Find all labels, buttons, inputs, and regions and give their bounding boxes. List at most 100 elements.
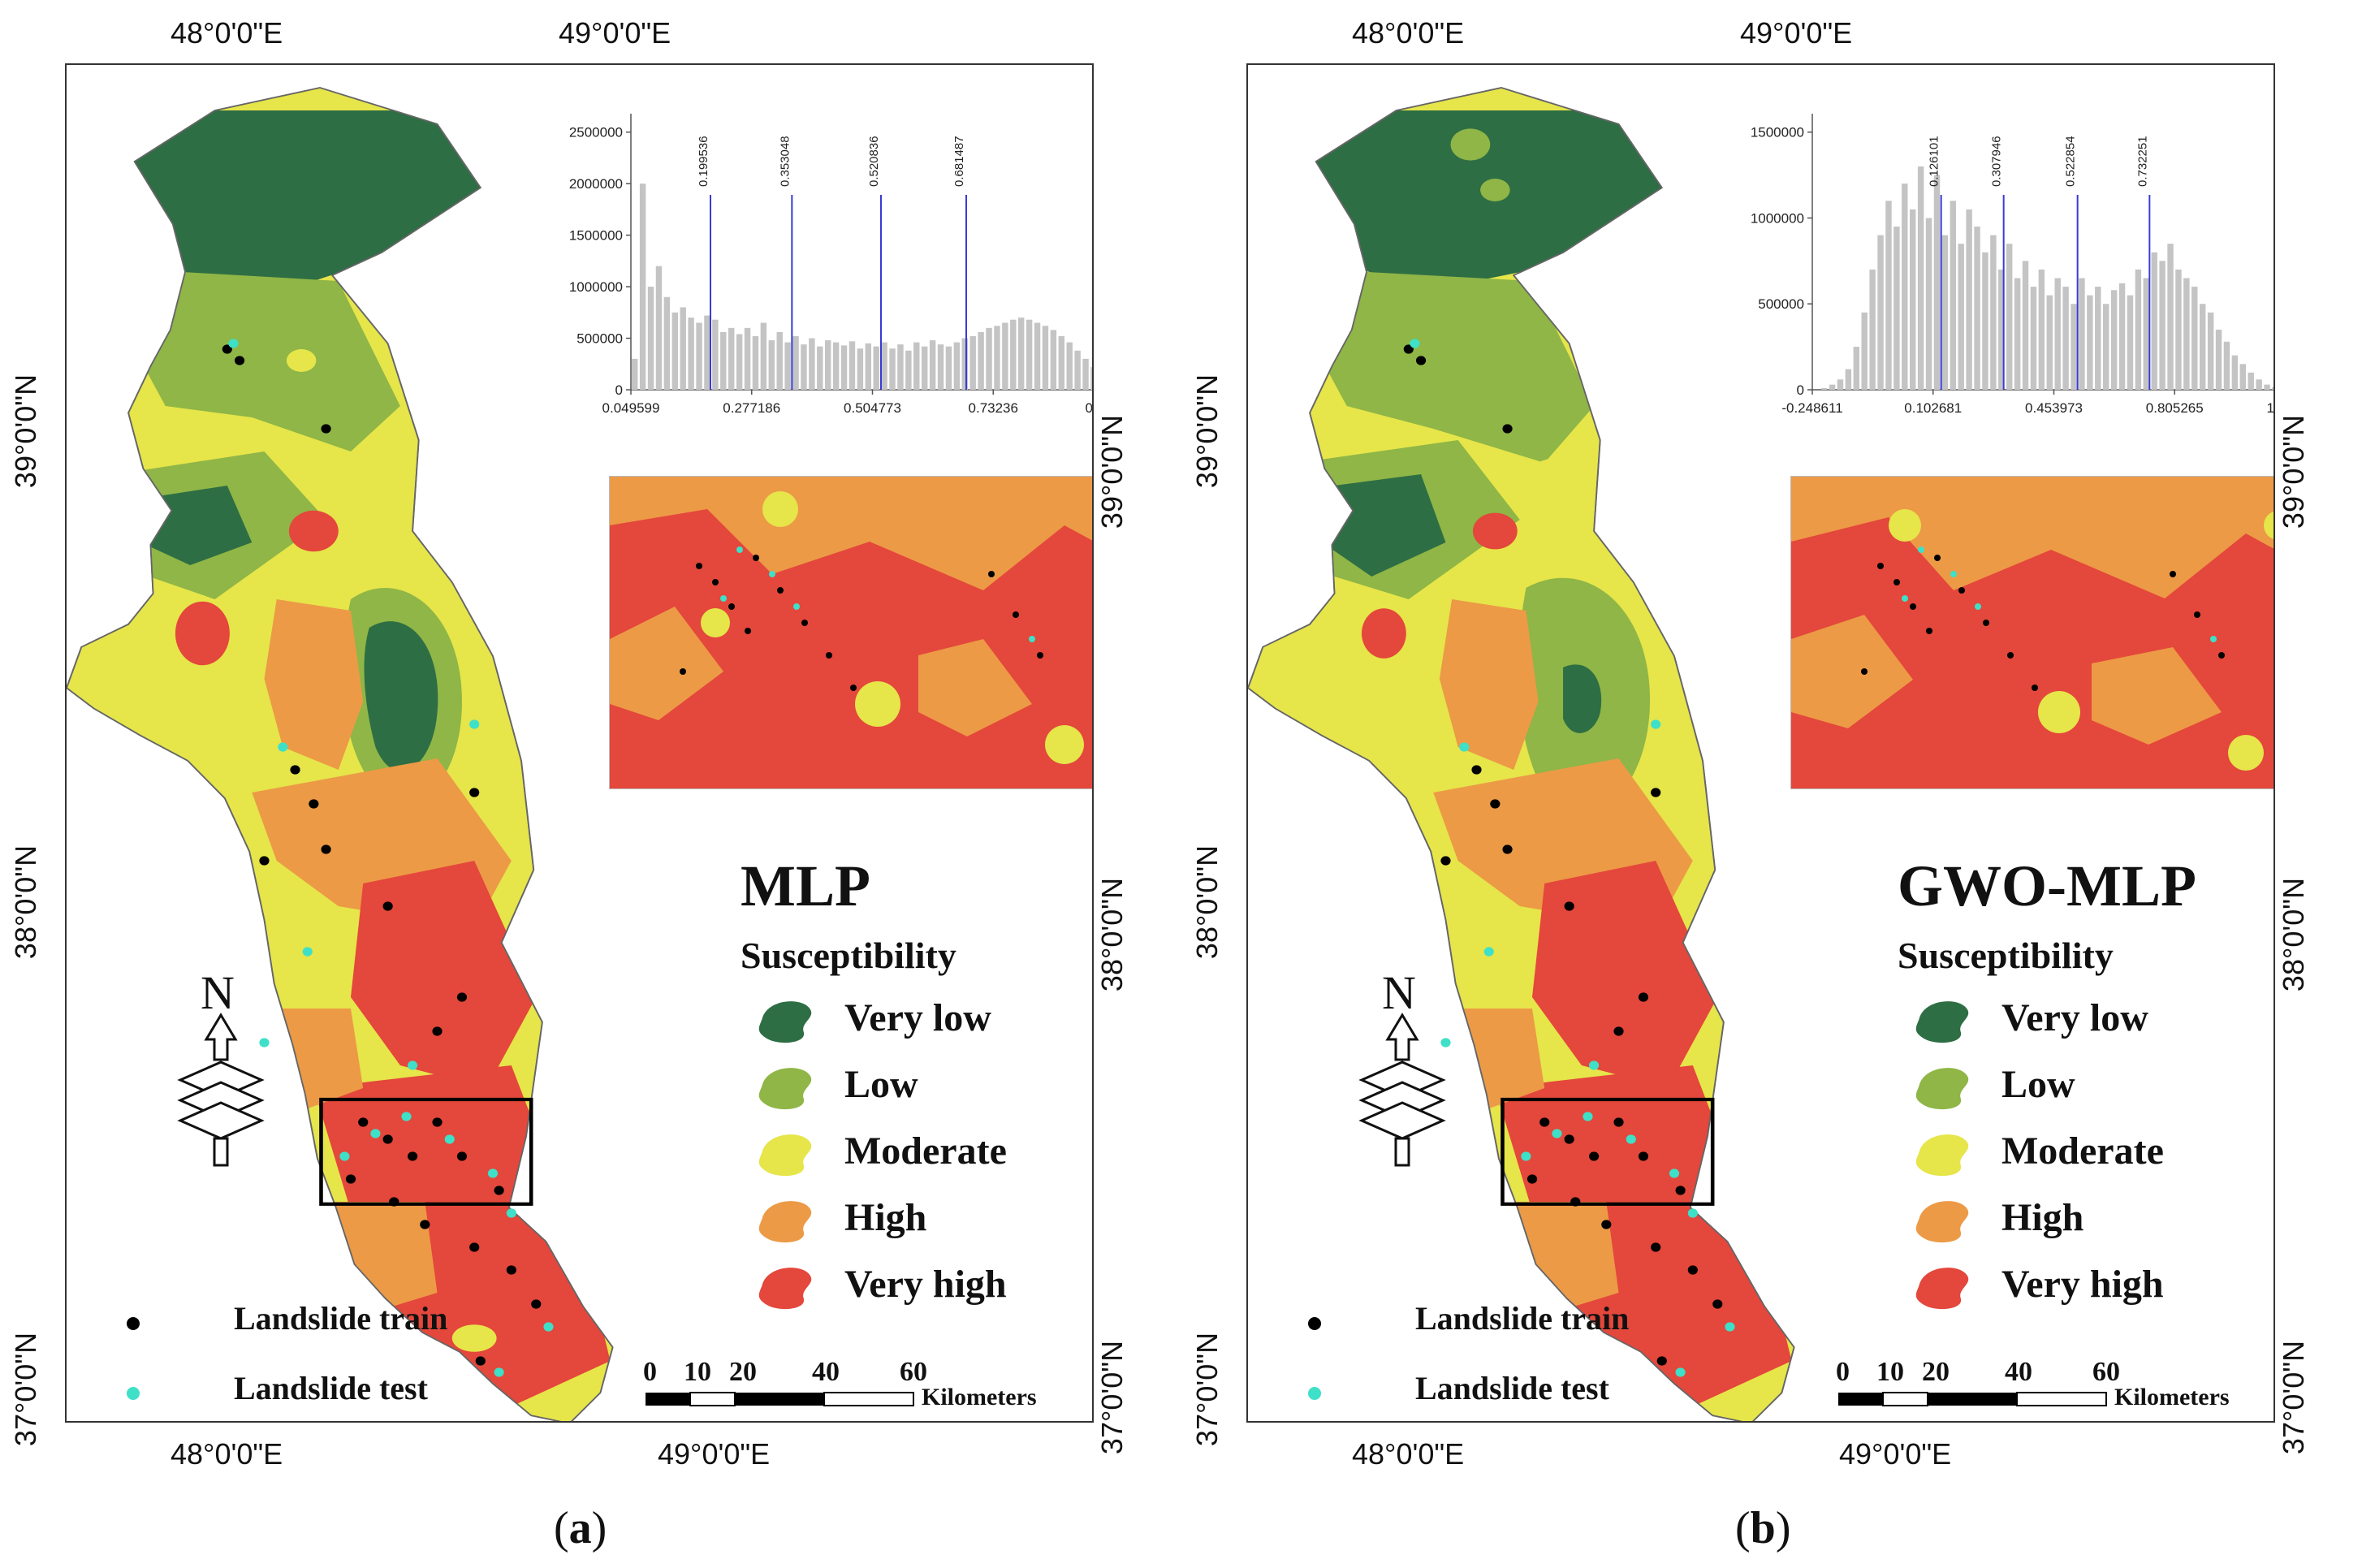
inset-zoom-map <box>1790 476 2273 789</box>
point-legend: Landslide train Landslide test <box>1297 1299 1784 1421</box>
top-lon-label-1: 48°0'0"E <box>171 16 283 50</box>
y-tick-label: 1500000 <box>1751 125 1804 140</box>
histogram-bar <box>1877 235 1884 390</box>
scale-bar: 0 10 20 40 60 Kilometers <box>641 1348 1092 1421</box>
histogram-bar <box>994 326 1000 390</box>
histogram-bar <box>913 342 920 390</box>
histogram-mlp: 0 500000 1000000 1500000 2000000 2500000 0.19… <box>546 65 1092 479</box>
right-lat-label-1: 39°0'0"N <box>2277 414 2311 529</box>
histogram-bar <box>873 346 879 390</box>
x-tick-label: 0.277186 <box>723 400 780 416</box>
legend-item-high: High <box>741 1190 1092 1257</box>
scale-unit: Kilometers <box>922 1384 1037 1410</box>
scale-bar-svg: 0 10 20 40 60 Kilometers <box>643 1357 1037 1410</box>
histogram-bar <box>881 342 887 390</box>
map-frame: 0 500000 1000000 1500000 0.126101 0.307946 0.… <box>1246 63 2275 1423</box>
histogram-bar <box>2071 304 2077 390</box>
histogram-bar <box>632 358 638 390</box>
histogram-bar <box>1902 184 1908 390</box>
y-tick-label: 0 <box>1797 382 1804 398</box>
histogram-bar <box>2272 387 2273 390</box>
legend-label-high: High <box>2001 1196 2084 1239</box>
histogram-bar <box>840 345 848 390</box>
legend-train: Landslide train <box>1297 1299 1784 1369</box>
legend-item-very-high: Very high <box>741 1257 1092 1324</box>
train-label: Landslide train <box>234 1300 448 1337</box>
histogram-bar <box>2223 341 2230 390</box>
x-tick-label: -0.248611 <box>1781 400 1842 416</box>
susceptibility-legend: Very low Low Moderate High Very high <box>1898 991 2273 1324</box>
legend-test: Landslide test <box>1297 1369 1784 1421</box>
legend-label-moderate: Moderate <box>844 1130 1007 1173</box>
histogram-bar <box>1010 319 1017 390</box>
histogram-bar <box>1917 166 1924 390</box>
inset-map-svg <box>1791 477 2273 788</box>
very-low-swatch-icon <box>1915 1001 1969 1043</box>
legend-item-very-high: Very high <box>1898 1257 2273 1324</box>
histogram-bar <box>2118 283 2126 390</box>
test-label: Landslide test <box>1415 1370 1609 1406</box>
legend-item-very-low: Very low <box>1898 991 2273 1057</box>
compass-icon: N <box>1358 966 1446 1167</box>
legend-label-low: Low <box>844 1063 918 1106</box>
histogram-bar <box>2207 312 2214 390</box>
legend-item-low: Low <box>741 1057 1092 1124</box>
right-lat-label-3: 37°0'0"N <box>2277 1340 2311 1455</box>
histogram-bar <box>1074 350 1081 390</box>
histogram-bar <box>2200 304 2206 390</box>
histogram-bar <box>2062 287 2069 390</box>
legend-heading: Susceptibility <box>741 935 956 976</box>
histogram-bar <box>832 342 840 390</box>
histogram-bar <box>647 287 654 390</box>
moderate-swatch-icon <box>758 1134 812 1177</box>
legend-item-very-low: Very low <box>741 991 1092 1057</box>
x-tick-label: 0.805265 <box>2146 400 2204 416</box>
caption-a: (a) <box>554 1503 607 1553</box>
histogram-bar <box>2030 287 2037 390</box>
y-tick-label: 500000 <box>1758 296 1804 312</box>
histogram-bar <box>1861 312 1868 390</box>
histogram-bar <box>655 266 663 390</box>
test-point-icon <box>1308 1387 1321 1400</box>
top-lon-label-2: 49°0'0"E <box>559 16 671 50</box>
legend-label-very-low: Very low <box>2001 996 2148 1039</box>
low-swatch-icon <box>1915 1068 1969 1110</box>
histogram-bar <box>744 327 751 390</box>
x-tick-label: 0.504773 <box>844 400 901 416</box>
histogram-bar <box>2103 304 2109 390</box>
histogram-bar <box>1090 367 1092 390</box>
histogram-bar <box>639 184 646 390</box>
left-lat-label-2: 38°0'0"N <box>1190 844 1224 960</box>
point-legend: Landslide train Landslide test <box>115 1299 602 1421</box>
y-tick-label: 1500000 <box>569 228 623 244</box>
y-tick-label: 1000000 <box>1751 210 1804 226</box>
north-arrow: N <box>164 966 278 1169</box>
train-point-icon <box>1308 1317 1321 1330</box>
train-point-icon <box>127 1317 140 1330</box>
scale-tick-60: 60 <box>2092 1357 2120 1387</box>
histogram-bar <box>688 317 694 390</box>
histogram-chart: 0 500000 1000000 1500000 2000000 2500000 0.19… <box>569 114 1092 416</box>
y-tick-label: 2500000 <box>569 125 623 140</box>
histogram-bar <box>817 346 823 390</box>
high-swatch-icon <box>1915 1201 1969 1243</box>
histogram-bar <box>986 327 992 390</box>
left-lat-label-1: 39°0'0"N <box>1190 374 1224 489</box>
histogram-gwo-mlp: 0 500000 1000000 1500000 0.126101 0.307946 0.… <box>1727 65 2273 479</box>
histogram-bar <box>2143 278 2149 390</box>
histogram-bar <box>696 322 702 390</box>
legend-item-moderate: Moderate <box>1898 1124 2273 1190</box>
histogram-bar <box>945 346 952 390</box>
model-title: MLP <box>741 853 870 918</box>
histogram-bar <box>857 348 864 390</box>
histogram-bar <box>2248 372 2254 390</box>
inset-map-svg <box>610 477 1092 788</box>
histogram-bar <box>1034 322 1041 390</box>
north-label: N <box>1382 966 1416 1019</box>
histogram-bar <box>680 307 686 390</box>
top-lon-label-1: 48°0'0"E <box>1352 16 1465 50</box>
x-tick-label: 0.453973 <box>2025 400 2083 416</box>
x-tick-label: 0.049599 <box>602 400 660 416</box>
class-break-label: 0.353048 <box>778 136 792 187</box>
histogram-bar <box>1893 227 1900 390</box>
